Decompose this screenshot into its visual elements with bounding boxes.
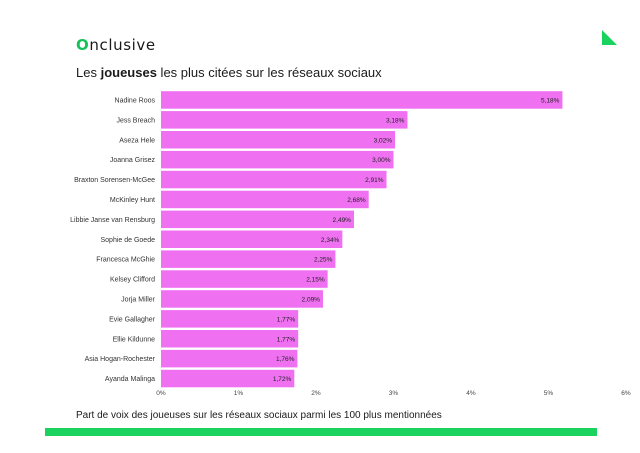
- logo-initial: O: [76, 36, 90, 54]
- brand-logo: Onclusive: [76, 36, 156, 54]
- bar: [161, 349, 298, 368]
- bar: [161, 131, 396, 149]
- value-label: 2,09%: [302, 296, 321, 303]
- bar: [161, 290, 323, 308]
- title-prefix: Les: [76, 65, 101, 80]
- bar: [161, 210, 354, 229]
- corner-triangle-icon: [602, 30, 617, 45]
- value-label: 5,18%: [541, 97, 560, 104]
- value-label: 2,49%: [333, 217, 352, 224]
- category-label: Aseza Hele: [119, 137, 155, 144]
- category-label: Evie Gallagher: [109, 316, 156, 323]
- category-label: Nadine Roos: [115, 97, 156, 104]
- x-tick-label: 5%: [544, 390, 554, 397]
- bar: [161, 369, 295, 388]
- category-label: Jorja Miller: [121, 296, 156, 303]
- value-label: 1,77%: [277, 316, 296, 323]
- value-label: 2,25%: [314, 257, 333, 264]
- category-label: Kelsey Clifford: [110, 277, 155, 284]
- bar: [161, 250, 336, 268]
- x-tick-label: 2%: [311, 390, 321, 397]
- value-label: 3,00%: [372, 157, 391, 164]
- category-label: Jess Breach: [116, 117, 155, 124]
- x-tick-label: 6%: [621, 390, 631, 397]
- x-tick-label: 4%: [466, 390, 476, 397]
- bar: [161, 310, 299, 328]
- value-label: 2,91%: [365, 177, 384, 184]
- category-label: Libbie Janse van Rensburg: [70, 217, 155, 224]
- category-label: McKinley Hunt: [110, 197, 155, 204]
- title-highlight: joueuses: [100, 65, 157, 80]
- x-tick-label: 3%: [389, 390, 399, 397]
- category-label: Braxton Sorensen-McGee: [74, 177, 155, 184]
- value-label: 3,18%: [386, 117, 405, 124]
- chart-footnote: Part de voix des joueuses sur les réseau…: [76, 410, 442, 421]
- category-label: Sophie de Goede: [101, 237, 156, 244]
- logo-text: nclusive: [89, 36, 156, 54]
- value-label: 1,77%: [277, 336, 296, 343]
- category-label: Joanna Grisez: [110, 157, 156, 164]
- bar: [161, 230, 343, 248]
- x-tick-label: 0%: [156, 390, 166, 397]
- category-label: Ellie Kildunne: [113, 336, 156, 343]
- value-label: 2,34%: [321, 237, 340, 244]
- x-tick-label: 1%: [234, 390, 244, 397]
- category-label: Ayanda Malinga: [105, 376, 155, 383]
- bar: [161, 330, 299, 348]
- value-label: 2,15%: [306, 277, 325, 284]
- value-label: 2,68%: [347, 197, 366, 204]
- bar: [161, 91, 563, 109]
- value-label: 3,02%: [374, 137, 393, 144]
- bar: [161, 170, 387, 189]
- bar: [161, 150, 394, 169]
- value-label: 1,72%: [273, 376, 292, 383]
- category-label: Francesca McGhie: [96, 257, 155, 264]
- bar: [161, 111, 408, 129]
- bar: [161, 270, 328, 288]
- category-label: Asia Hogan-Rochester: [85, 356, 156, 363]
- title-suffix: les plus citées sur les réseaux sociaux: [156, 65, 382, 80]
- value-label: 1,76%: [276, 356, 295, 363]
- bar: [161, 190, 369, 209]
- accent-bar: [45, 428, 597, 436]
- chart-title: Les joueuses les plus citées sur les rés…: [76, 65, 382, 80]
